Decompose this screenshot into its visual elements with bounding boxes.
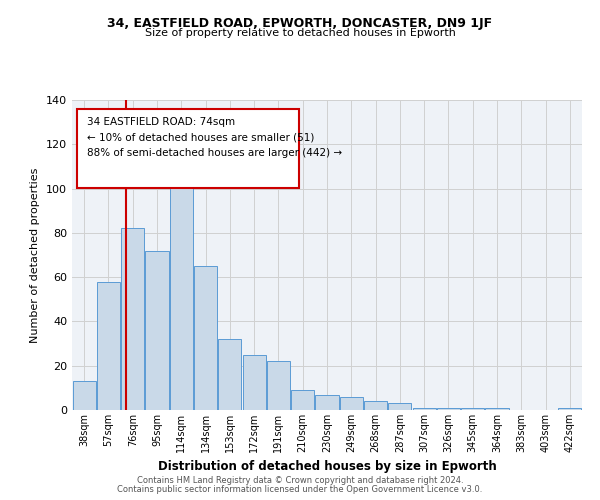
Bar [413, 408, 436, 410]
Bar [170, 178, 193, 410]
Bar [437, 408, 460, 410]
Bar [267, 362, 290, 410]
Bar [364, 401, 387, 410]
Bar [316, 394, 338, 410]
Text: Contains HM Land Registry data © Crown copyright and database right 2024.: Contains HM Land Registry data © Crown c… [137, 476, 463, 485]
Bar [218, 339, 241, 410]
X-axis label: Distribution of detached houses by size in Epworth: Distribution of detached houses by size … [158, 460, 496, 473]
Bar [121, 228, 144, 410]
Text: 34, EASTFIELD ROAD, EPWORTH, DONCASTER, DN9 1JF: 34, EASTFIELD ROAD, EPWORTH, DONCASTER, … [107, 18, 493, 30]
Bar [388, 404, 412, 410]
Text: Contains public sector information licensed under the Open Government Licence v3: Contains public sector information licen… [118, 485, 482, 494]
Bar [97, 282, 120, 410]
FancyBboxPatch shape [77, 110, 299, 188]
Bar [73, 381, 95, 410]
Bar [559, 408, 581, 410]
Bar [242, 354, 266, 410]
Bar [194, 266, 217, 410]
Bar [145, 250, 169, 410]
Text: Size of property relative to detached houses in Epworth: Size of property relative to detached ho… [145, 28, 455, 38]
Bar [291, 390, 314, 410]
Bar [461, 408, 484, 410]
Text: 34 EASTFIELD ROAD: 74sqm
← 10% of detached houses are smaller (51)
88% of semi-d: 34 EASTFIELD ROAD: 74sqm ← 10% of detach… [88, 117, 343, 158]
Y-axis label: Number of detached properties: Number of detached properties [31, 168, 40, 342]
Bar [485, 408, 509, 410]
Bar [340, 396, 363, 410]
